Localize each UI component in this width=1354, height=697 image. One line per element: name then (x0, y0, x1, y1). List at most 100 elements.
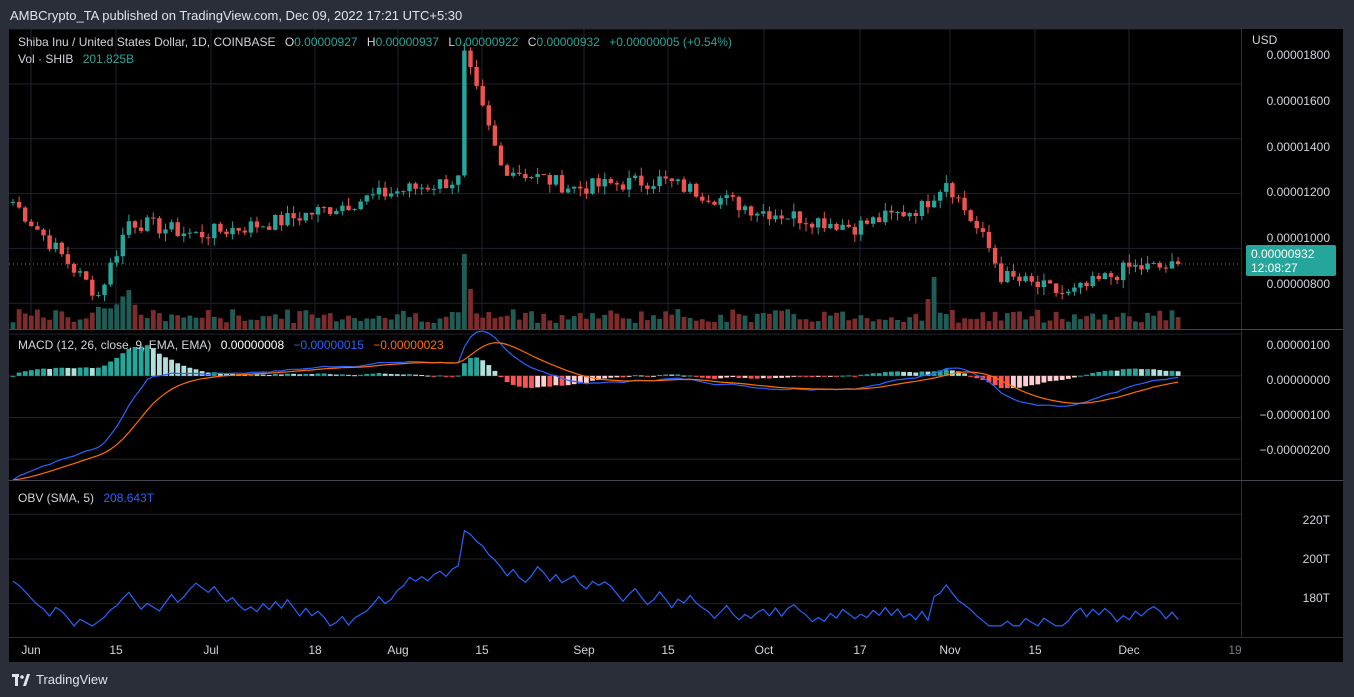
candle-body (90, 279, 95, 296)
volume-bar (22, 313, 28, 329)
candle-body (169, 222, 174, 230)
candle-body (437, 179, 443, 189)
time-axis[interactable]: Jun 15 Jul 18 Aug 15 Sep 15 Oct 17 Nov 1… (9, 637, 1343, 663)
volume-bar (254, 319, 260, 329)
macd-histogram-bar (675, 374, 681, 376)
macd-plot[interactable] (9, 330, 1241, 480)
currency-label: USD (1252, 33, 1278, 47)
macd-histogram-bar (779, 375, 784, 378)
candle-body (687, 183, 693, 192)
volume-bar (663, 311, 669, 329)
volume-bar (553, 322, 559, 329)
macd-histogram-bar (53, 367, 59, 376)
volume-bar (193, 317, 199, 329)
obv-plot[interactable] (9, 481, 1241, 637)
candle-body (504, 165, 510, 176)
volume-bar (303, 310, 309, 329)
volume-bar (913, 314, 919, 329)
x-tick: Sep (573, 643, 595, 657)
candle-body (822, 218, 827, 229)
volume-bar (102, 308, 107, 329)
candle-body (114, 256, 119, 263)
macd-histogram-bar (840, 375, 845, 377)
macd-histogram-bar (1090, 372, 1096, 376)
price-axis[interactable]: USD 0.00001800 0.00001600 0.00001400 0.0… (1241, 29, 1344, 329)
macd-histogram-bar (895, 371, 900, 376)
volume-bar (1120, 312, 1126, 329)
candle-body (358, 201, 363, 210)
macd-legend: MACD (12, 26, close, 9, EMA, EMA) 0.0000… (18, 338, 450, 352)
macd-histogram-bar (577, 375, 583, 384)
macd-histogram-bar (535, 375, 540, 388)
volume-bar (1133, 321, 1138, 329)
pane-separator[interactable] (9, 329, 1343, 330)
volume-bar (846, 320, 852, 329)
macd-histogram-bar (852, 375, 858, 377)
volume-bar (230, 309, 235, 329)
volume-bar (529, 311, 534, 329)
candle-body (486, 105, 491, 126)
price-panel[interactable]: USD 0.00001800 0.00001600 0.00001400 0.0… (9, 29, 1343, 329)
candle-body (53, 242, 58, 250)
macd-panel[interactable]: 0.00000100 0.00000000 −0.00000100 −0.000… (9, 330, 1343, 480)
volume-bar (931, 277, 937, 329)
volume-bar (974, 318, 980, 329)
volume-bar (882, 319, 888, 329)
volume-bar (65, 317, 71, 329)
candle-body (59, 242, 64, 255)
volume-bar (785, 309, 791, 329)
macd-axis[interactable]: 0.00000100 0.00000000 −0.00000100 −0.000… (1241, 330, 1344, 480)
volume-bar (486, 311, 492, 329)
symbol-title[interactable]: Shiba Inu / United States Dollar, 1D, CO… (18, 35, 276, 49)
chart-area[interactable]: USD 0.00001800 0.00001600 0.00001400 0.0… (9, 29, 1343, 662)
volume-bar (205, 310, 211, 329)
volume-bar (199, 317, 205, 329)
volume-bar (138, 314, 144, 329)
candle-body (364, 195, 369, 202)
last-price-tag: 0.00000932 12:08:27 (1246, 245, 1336, 276)
volume-bar (730, 309, 736, 329)
macd-histogram-bar (1035, 375, 1041, 385)
macd-histogram-bar (132, 347, 138, 376)
price-plot[interactable] (9, 29, 1241, 329)
macd-histogram-bar (114, 357, 120, 376)
volume-bar (901, 321, 906, 329)
candle-body (980, 228, 986, 232)
macd-histogram-bar (638, 375, 644, 377)
macd-histogram-bar (1120, 369, 1126, 376)
macd-histogram-bar (712, 375, 717, 379)
volume-bar (1029, 316, 1035, 329)
low-value: 0.00000922 (455, 35, 519, 49)
candle-body (523, 173, 528, 179)
obv-title[interactable]: OBV (SMA, 5) (18, 491, 95, 505)
volume-bar (681, 316, 687, 329)
volume-bar (413, 313, 418, 329)
macd-title[interactable]: MACD (12, 26, close, 9, EMA, EMA) (18, 338, 212, 352)
candle-body (779, 215, 784, 219)
volume-bar (431, 322, 437, 329)
candle-body (419, 187, 424, 189)
macd-histogram-bar (791, 375, 797, 377)
macd-histogram-bar (602, 375, 608, 379)
macd-histogram-bar (773, 375, 778, 379)
open-value: 0.00000927 (294, 35, 358, 49)
macd-histogram-bar (71, 368, 77, 376)
macd-histogram-bar (413, 374, 418, 376)
volume-bar (358, 320, 364, 329)
macd-histogram-bar (516, 375, 522, 387)
obv-panel[interactable]: 220T 200T 180T OBV (SMA, 5) 208.643T (9, 481, 1343, 637)
candle-body (96, 295, 101, 297)
volume-bar (340, 319, 345, 329)
volume-bar (687, 317, 693, 329)
obv-axis[interactable]: 220T 200T 180T (1241, 481, 1344, 637)
macd-histogram-bar (529, 375, 534, 388)
x-tick: Nov (939, 643, 961, 657)
volume-bar (169, 314, 174, 329)
candle-body (1084, 282, 1089, 287)
pane-separator[interactable] (9, 480, 1343, 481)
macd-histogram-bar (1072, 375, 1077, 378)
x-tick: 17 (853, 643, 867, 657)
volume-bar (175, 315, 181, 329)
candle-body (657, 176, 662, 187)
candle-body (992, 247, 998, 264)
